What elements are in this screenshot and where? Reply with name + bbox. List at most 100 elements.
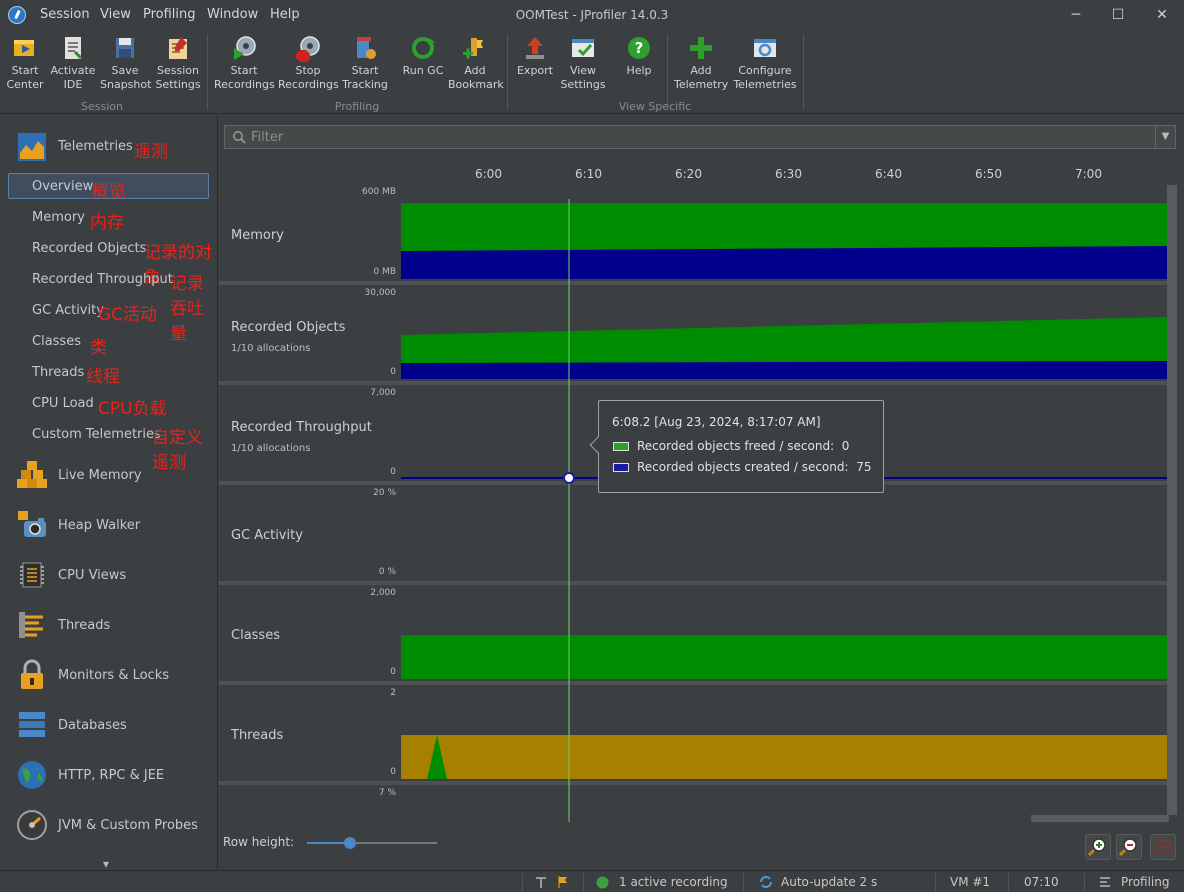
filter-input[interactable]: Filter ▼	[224, 125, 1176, 149]
status-separator	[583, 873, 584, 891]
throughput-hover-point	[563, 472, 575, 484]
y-max-threads: 2	[390, 688, 396, 698]
session-group-label: Session	[81, 100, 123, 113]
session-settings-label-1: Session	[157, 64, 199, 77]
track-separator	[219, 281, 1167, 285]
view-settings-button[interactable]: View Settings	[560, 34, 606, 92]
sidebar-item-gc-activity[interactable]: GC Activity	[32, 303, 104, 318]
bookmark-flag-icon[interactable]	[556, 875, 570, 889]
menu-session[interactable]: Session	[40, 7, 90, 22]
save-snapshot-icon	[116, 38, 134, 58]
sidebar-item-threads[interactable]: Threads	[32, 365, 85, 380]
sidebar-section-live-memory[interactable]: Live Memory	[58, 468, 142, 483]
start-recordings-icon	[234, 36, 256, 60]
filter-dropdown-button[interactable]: ▼	[1155, 126, 1175, 148]
view-settings-label-2: Settings	[560, 78, 606, 91]
sidebar-section-databases[interactable]: Databases	[58, 718, 127, 733]
export-icon	[526, 37, 544, 59]
time-label: 6:20	[675, 167, 702, 181]
session-settings-button[interactable]: Session Settings	[154, 34, 202, 92]
start-tracking-label-1: Start	[351, 64, 379, 77]
minimize-button[interactable]: ─	[1071, 7, 1081, 23]
add-telemetry-label-1: Add	[690, 64, 712, 77]
menu-help[interactable]: Help	[270, 7, 300, 22]
add-bookmark-label-2: Bookmark	[448, 78, 504, 91]
session-settings-label-2: Settings	[155, 78, 201, 91]
stop-recordings-label-1: Stop	[295, 64, 321, 77]
track-separator	[219, 581, 1167, 585]
y-min-recorded-throughput: 0	[390, 467, 396, 477]
profiling-group-label: Profiling	[334, 100, 380, 113]
run-gc-button[interactable]: Run GC	[400, 34, 446, 78]
active-recording-status[interactable]: 1 active recording	[619, 875, 728, 889]
row-height-slider-thumb[interactable]	[343, 837, 356, 849]
vertical-scrollbar[interactable]	[1167, 185, 1177, 815]
start-tracking-icon	[357, 37, 376, 59]
sidebar-item-recorded-objects[interactable]: Recorded Objects	[32, 241, 147, 256]
sidebar-section-jvm-custom-probes[interactable]: JVM & Custom Probes	[58, 818, 198, 833]
sidebar-telemetries[interactable]: Telemetries	[58, 139, 133, 154]
track-subtitle-recorded-objects: 1/10 allocations	[231, 343, 311, 354]
add-bookmark-label-1: Add	[464, 64, 486, 77]
close-button[interactable]: ✕	[1156, 7, 1168, 23]
chart-tooltip: 6:08.2 [Aug 23, 2024, 8:17:07 AM] Record…	[589, 400, 884, 493]
pin-icon[interactable]	[534, 875, 548, 889]
y-min-gc-activity: 0 %	[378, 567, 396, 577]
status-separator	[743, 873, 744, 891]
zoom-in-button[interactable]	[1085, 834, 1111, 860]
fit-to-window-button[interactable]	[1150, 834, 1176, 860]
export-label: Export	[516, 64, 553, 77]
horizontal-scrollbar[interactable]	[1031, 815, 1169, 822]
zoom-out-button[interactable]	[1116, 834, 1142, 860]
track-band	[219, 785, 1167, 822]
sidebar-item-classes[interactable]: Classes	[32, 334, 81, 349]
auto-update-status[interactable]: Auto-update 2 s	[781, 875, 878, 889]
status-bar: 1 active recording Auto-update 2 s VM #1…	[0, 870, 1184, 892]
y-max-classes: 2,000	[370, 588, 396, 598]
tooltip-row-freed: Recorded objects freed / second: 0	[613, 439, 849, 453]
sidebar-item-memory[interactable]: Memory	[32, 210, 85, 225]
start-center-button[interactable]: Start Center	[4, 34, 46, 92]
export-button[interactable]: Export	[514, 34, 556, 78]
profiling-mode-icon	[1100, 877, 1110, 887]
menu-window[interactable]: Window	[207, 7, 259, 22]
configure-telemetries-button[interactable]: Configure Telemetries	[733, 34, 797, 92]
add-telemetry-button[interactable]: Add Telemetry	[674, 34, 728, 92]
sidebar-item-custom-telemetries[interactable]: Custom Telemetries	[32, 427, 161, 442]
monitors-locks-icon	[21, 659, 43, 689]
sidebar-item-overview[interactable]: Overview	[32, 179, 94, 194]
sidebar-item-cpu-load[interactable]: CPU Load	[32, 396, 94, 411]
sidebar-section-http-rpc-jee[interactable]: HTTP, RPC & JEE	[58, 768, 165, 783]
menu-view[interactable]: View	[100, 7, 131, 22]
add-bookmark-button[interactable]: Add Bookmark	[448, 34, 504, 92]
status-separator	[1084, 873, 1085, 891]
y-max-recorded-objects: 30,000	[364, 288, 397, 298]
row-height-slider-track[interactable]	[307, 842, 437, 844]
start-recordings-button[interactable]: Start Recordings	[214, 34, 275, 92]
annotation-cpu-load: CPU负载	[98, 399, 167, 419]
run-gc-icon	[412, 37, 435, 59]
save-snapshot-button[interactable]: Save Snapshot	[100, 34, 151, 92]
sidebar-section-cpu-views[interactable]: CPU Views	[58, 568, 127, 583]
activate-ide-label-2: IDE	[63, 78, 83, 91]
y-min-memory: 0 MB	[373, 267, 396, 277]
elapsed-time-status: 07:10	[1024, 875, 1059, 889]
sidebar-more-chevron-icon[interactable]: ▾	[103, 857, 110, 871]
jvm-custom-probes-icon	[17, 810, 47, 840]
sidebar-section-monitors-locks[interactable]: Monitors & Locks	[58, 668, 170, 683]
vm-status: VM #1	[950, 875, 991, 889]
sidebar-item-recorded-throughput[interactable]: Recorded Throughput	[32, 272, 173, 287]
menu-profiling[interactable]: Profiling	[143, 7, 196, 22]
activate-ide-button[interactable]: Activate IDE	[50, 34, 96, 92]
help-button[interactable]: ? Help	[618, 34, 660, 78]
track-subtitle-recorded-throughput: 1/10 allocations	[231, 443, 311, 454]
stop-recordings-button[interactable]: Stop Recordings	[278, 34, 339, 92]
annotation-classes: 类	[90, 338, 107, 358]
start-recordings-label-2: Recordings	[214, 78, 275, 91]
session-settings-icon	[169, 37, 187, 59]
start-tracking-button[interactable]: Start Tracking	[342, 34, 388, 92]
run-gc-label: Run GC	[402, 64, 444, 77]
sidebar-section-heap-walker[interactable]: Heap Walker	[58, 518, 141, 533]
sidebar-section-threads[interactable]: Threads	[58, 618, 111, 633]
maximize-button[interactable]: ☐	[1111, 7, 1125, 23]
